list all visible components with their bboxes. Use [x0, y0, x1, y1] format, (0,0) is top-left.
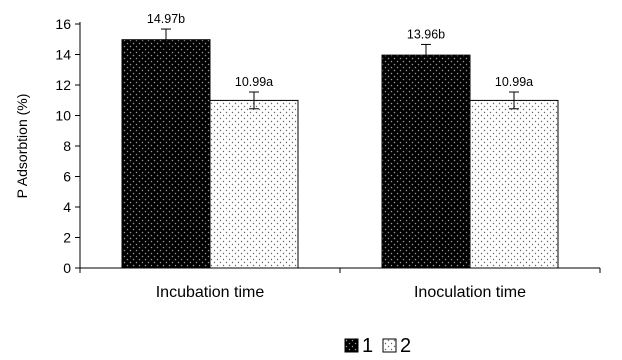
legend-label: 1: [362, 335, 373, 357]
y-axis-title: P Adsorbtion (%): [14, 94, 30, 199]
data-label: 14.97b: [147, 12, 185, 26]
bar: [121, 39, 211, 269]
legend-label: 2: [400, 335, 411, 357]
data-labels: 14.97b 10.99a 13.96b 10.99a: [147, 12, 533, 89]
x-category-label: Inoculation time: [414, 284, 526, 301]
bar: [209, 99, 299, 269]
legend-swatch: [344, 338, 359, 353]
bars: [121, 28, 559, 269]
y-tick-label: 16: [55, 16, 71, 32]
y-tick-label: 0: [63, 260, 71, 276]
x-axis: Incubation time Inoculation time: [79, 267, 601, 301]
y-tick-label: 10: [55, 108, 71, 124]
y-tick-label: 2: [63, 230, 71, 246]
data-label: 13.96b: [407, 27, 445, 41]
data-label: 10.99a: [235, 75, 273, 89]
y-tick-label: 12: [55, 77, 71, 93]
y-tick-label: 4: [63, 199, 71, 215]
y-tick-label: 8: [63, 138, 71, 154]
bar: [469, 99, 559, 269]
y-tick-label: 6: [63, 169, 71, 185]
y-axis: 0 2 4 6 8 10 12 14 16: [55, 16, 81, 276]
y-tick-label: 14: [55, 47, 71, 63]
bar: [381, 54, 471, 269]
legend-swatch: [382, 338, 397, 353]
data-label: 10.99a: [495, 75, 533, 89]
x-category-label: Incubation time: [156, 284, 265, 301]
